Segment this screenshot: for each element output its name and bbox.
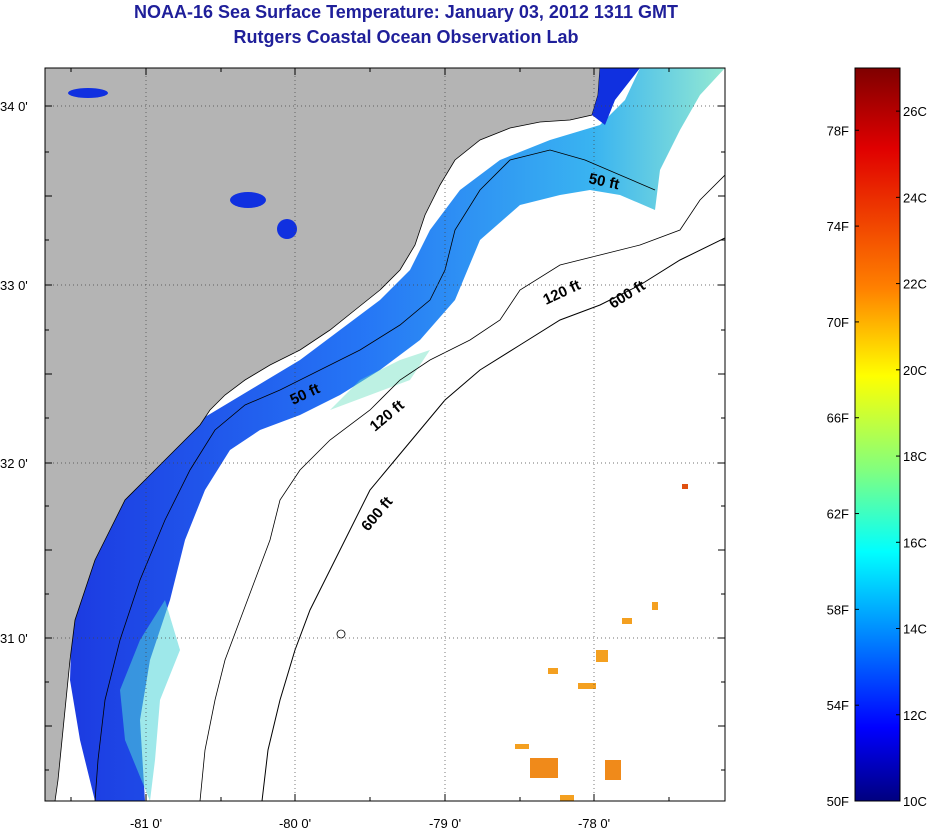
lon-label-79: -79 0': [429, 816, 461, 831]
isobath-50ft: [94, 149, 656, 801]
isobath-600ft: [261, 237, 725, 801]
lake-1: [68, 88, 108, 98]
map-subtitle: Rutgers Coastal Ocean Observation Lab: [233, 27, 579, 47]
sound-inlet: [592, 68, 640, 125]
plot-frame: [44, 67, 726, 802]
tick-marks: [45, 68, 725, 801]
lon-label-78: -78 0': [578, 816, 610, 831]
lon-label-81: -81 0': [130, 816, 162, 831]
lake-3: [277, 219, 297, 239]
graticule: [45, 68, 725, 801]
lat-label-33: 33 0': [0, 278, 28, 293]
warm-pixels: [515, 484, 688, 801]
contour-label-50ft-north: 50 ft: [587, 170, 621, 193]
lake-2: [230, 192, 266, 208]
isobath-120ft: [199, 174, 725, 801]
lat-label-34: 34 0': [0, 99, 28, 114]
sst-offshore-fringe: [330, 350, 430, 410]
land-mass: [45, 68, 601, 801]
map-title: NOAA-16 Sea Surface Temperature: January…: [134, 2, 678, 22]
lat-label-32: 32 0': [0, 456, 28, 471]
lon-label-80: -80 0': [279, 816, 311, 831]
sst-warm-fringe: [120, 600, 180, 801]
lat-label-31: 31 0': [0, 631, 28, 646]
